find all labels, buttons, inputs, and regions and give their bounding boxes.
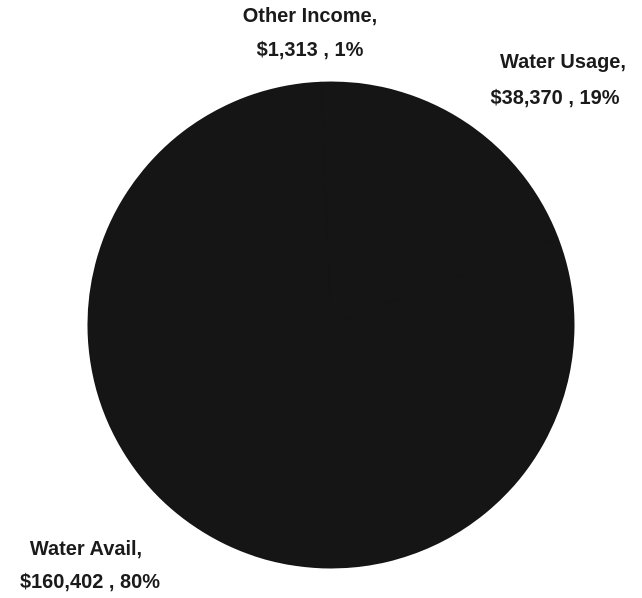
slice-label-water-usage-category: Water Usage, — [500, 51, 626, 73]
pie-slice-other-income — [320, 81, 332, 326]
slice-label-water-usage-value: $38,370 , 19% — [491, 87, 620, 109]
slice-label-other-income-value: $1,313 , 1% — [257, 39, 364, 61]
slice-label-water-avail-value: $160,402 , 80% — [20, 571, 160, 593]
pie-slice-water-usage — [330, 81, 559, 326]
pie-slice-water-avail — [87, 81, 575, 569]
pie-labels: Water Usage, $38,370 , 19% Other Income,… — [20, 5, 626, 593]
pie-slices — [87, 81, 575, 569]
slice-label-other-income-category: Other Income, — [243, 5, 377, 27]
slice-label-water-avail-category: Water Avail, — [30, 538, 142, 560]
